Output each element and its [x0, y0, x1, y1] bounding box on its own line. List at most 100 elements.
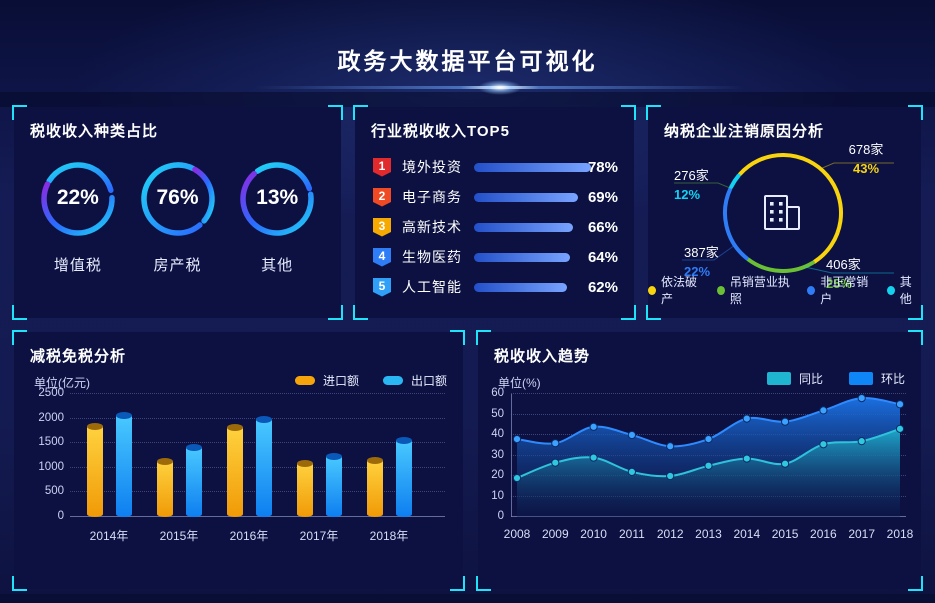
- corner-bracket-br-icon: [908, 576, 923, 591]
- bar-进口额: [296, 459, 313, 517]
- panel-industry-top5: 行业税收收入TOP5 1 境外投资 78% 2 电子商务 69% 3 高新技术 66% 4 生物医药…: [353, 105, 636, 320]
- bar-cap-icon: [325, 453, 342, 460]
- bar-出口额: [325, 453, 342, 517]
- tax-trend-legend: 同比 环比: [766, 370, 905, 387]
- gridline: [511, 393, 906, 394]
- top5-industry-label: 生物医药: [402, 249, 462, 265]
- x-tick-label: 2018: [886, 527, 914, 541]
- top5-row: 3 高新技术 66%: [373, 217, 618, 237]
- top5-percentage: 62%: [587, 278, 618, 296]
- top5-industry-label: 高新技术: [402, 219, 462, 235]
- callout-percentage: 43%: [852, 161, 880, 176]
- legend-item-出口额[interactable]: 出口额: [382, 372, 447, 389]
- legend-dot-icon: [886, 285, 895, 295]
- corner-bracket-bl-icon: [12, 305, 27, 320]
- tax-type-ring-item: 13% 其他: [227, 153, 327, 275]
- ring-label: 房产税: [153, 257, 202, 274]
- legend-label: 吊销营业执照: [729, 275, 790, 306]
- top5-bar: [474, 252, 570, 262]
- top5-bar: [474, 282, 567, 292]
- footer-strip: [0, 594, 935, 603]
- callout-count: 276家: [674, 168, 709, 183]
- top5-row: 5 人工智能 62%: [373, 277, 618, 297]
- x-tick-label: 2016年: [229, 529, 269, 543]
- top5-percentage: 69%: [587, 188, 618, 206]
- panel-tax-type-share: 税收收入种类占比 22% 增值税 76% 房产税 13% 其他: [12, 105, 343, 320]
- callout-percentage: 22%: [684, 264, 711, 279]
- tax-reduction-legend: 进口额 出口额: [294, 372, 447, 389]
- top5-bar-track: [474, 222, 624, 232]
- tax-type-ring-item: 76% 房产税: [128, 153, 228, 275]
- legend-swatch-icon: [294, 376, 315, 385]
- legend-item-环比[interactable]: 环比: [848, 370, 905, 387]
- corner-bracket-tl-icon: [12, 105, 27, 120]
- bar-出口额: [185, 443, 202, 517]
- x-tick-label: 2017年: [299, 529, 339, 543]
- rank-badge-icon: 4: [373, 247, 391, 267]
- top5-bar: [474, 192, 578, 202]
- header-divider-strip: [0, 92, 935, 107]
- corner-bracket-tr-icon: [908, 330, 923, 345]
- corner-bracket-tr-icon: [328, 105, 343, 120]
- legend-dot-icon: [807, 285, 816, 295]
- tax-type-ring-item: 22% 增值税: [28, 153, 128, 275]
- gradient-ring-icon: [240, 162, 314, 236]
- corner-bracket-bl-icon: [12, 576, 27, 591]
- donut-callout-label: 678家 43%: [836, 140, 896, 178]
- trend-chart-svg: [512, 394, 905, 517]
- ring-percentage: 22%: [56, 186, 99, 209]
- panel-title-industry-top5: 行业税收收入TOP5: [371, 123, 510, 140]
- ring-percentage: 76%: [156, 186, 199, 209]
- bar-cap-icon: [226, 424, 243, 431]
- callout-count: 406家: [826, 257, 861, 272]
- x-tick-label: 2014年: [89, 529, 129, 543]
- corner-bracket-tl-icon: [476, 330, 491, 345]
- top5-bar: [474, 222, 573, 232]
- legend-item-非正常销户[interactable]: 非正常销户: [807, 273, 874, 307]
- bar-出口额: [255, 416, 272, 517]
- top5-industry-label: 境外投资: [402, 159, 462, 175]
- page-title: 政务大数据平台可视化: [337, 48, 598, 74]
- bar-cap-icon: [185, 443, 202, 451]
- ring-label: 增值税: [53, 257, 102, 274]
- legend-item-依法破产[interactable]: 依法破产: [648, 273, 704, 307]
- legend-item-其他[interactable]: 其他: [886, 273, 921, 307]
- y-tick-label: 1000: [38, 460, 64, 473]
- bar-cap-icon: [115, 411, 132, 419]
- cancellation-legend: 依法破产 吊销营业执照 非正常销户 其他: [648, 273, 921, 307]
- ring-percentage: 13%: [256, 186, 299, 209]
- corner-bracket-br-icon: [328, 305, 343, 320]
- bar-进口额: [86, 423, 103, 517]
- legend-swatch-icon: [766, 372, 791, 385]
- bar-出口额: [115, 411, 132, 517]
- bar-cap-icon: [395, 436, 412, 444]
- legend-dot-icon: [716, 285, 725, 295]
- industry-top5-list: 1 境外投资 78% 2 电子商务 69% 3 高新技术 66% 4 生物医药 64% 5 人工智能 62%: [373, 157, 618, 307]
- top5-row: 4 生物医药 64%: [373, 247, 618, 267]
- top5-row: 1 境外投资 78%: [373, 157, 618, 177]
- bar-group: [144, 394, 214, 517]
- legend-item-同比[interactable]: 同比: [766, 370, 823, 387]
- bar-cap-icon: [86, 423, 103, 430]
- top5-industry-label: 人工智能: [402, 279, 462, 295]
- bar-进口额: [226, 424, 243, 517]
- x-tick-label: 2012: [656, 527, 684, 541]
- legend-item-进口额[interactable]: 进口额: [294, 372, 359, 389]
- panel-tax-trend: 税收收入趋势 单位(%) 同比 环比 0 10 20 30 40 50 60 2008 2009…: [476, 330, 923, 591]
- donut-callout-label: 387家 22%: [684, 243, 744, 281]
- gradient-ring-icon: [41, 162, 115, 236]
- x-axis-line: [70, 516, 445, 517]
- corner-bracket-bl-icon: [353, 305, 368, 320]
- rank-badge-icon: 1: [373, 157, 391, 177]
- callout-count: 678家: [848, 142, 884, 157]
- callout-percentage: 25%: [826, 276, 853, 291]
- legend-item-吊销营业执照[interactable]: 吊销营业执照: [716, 273, 794, 307]
- panel-title-tax-type: 税收收入种类占比: [30, 123, 159, 140]
- bar-group: [284, 394, 354, 517]
- x-tick-label: 2017: [848, 527, 876, 541]
- rank-badge-icon: 3: [373, 217, 391, 237]
- unit-label-percent: 单位(%): [498, 376, 541, 390]
- legend-label: 其他: [899, 275, 912, 306]
- bar-cap-icon: [156, 457, 173, 465]
- donut-callout-label: 406家 25%: [826, 255, 888, 293]
